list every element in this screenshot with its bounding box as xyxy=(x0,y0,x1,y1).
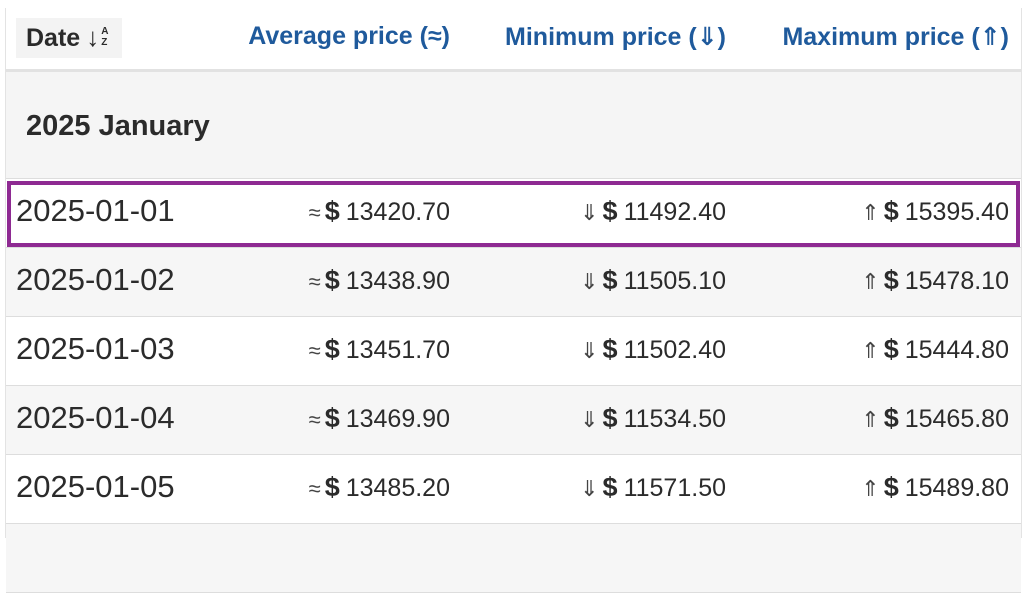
minimum-price-column-header[interactable]: Minimum price (⇓) xyxy=(505,23,726,51)
double-arrow-down-icon: ⇓ xyxy=(580,338,599,363)
row-minimum-price: ⇓ $11502.40 xyxy=(580,334,726,365)
double-arrow-down-icon: ⇓ xyxy=(580,269,599,294)
maximum-price-value: 15395.40 xyxy=(904,198,1009,226)
double-arrow-down-icon: ⇓ xyxy=(580,407,599,432)
month-group-row: 2025 January xyxy=(6,72,1021,179)
double-arrow-down-icon: ⇓ xyxy=(580,476,599,501)
currency-symbol: $ xyxy=(883,334,899,364)
currency-symbol: $ xyxy=(602,334,618,364)
row-average-price: ≈ $13469.90 xyxy=(309,403,450,434)
table-header-row: Date ↓ A Z Average price (≈) Minimum price … xyxy=(6,8,1021,72)
currency-symbol: $ xyxy=(324,196,340,226)
minimum-price-value: 11571.50 xyxy=(623,474,726,502)
row-minimum-price: ⇓ $11505.10 xyxy=(580,265,726,296)
minimum-price-value: 11534.50 xyxy=(623,405,726,433)
month-title: 2025 January xyxy=(26,110,210,142)
row-average-price: ≈ $13420.70 xyxy=(309,196,450,227)
row-date: 2025-01-04 xyxy=(16,400,175,435)
table-row-partial xyxy=(6,524,1021,593)
average-price-value: 13469.90 xyxy=(345,405,450,433)
currency-symbol: $ xyxy=(883,265,899,295)
double-arrow-up-icon: ⇑ xyxy=(861,269,880,294)
table-row: 2025-01-02 ≈ $13438.90 ⇓ $11505.10 ⇑ $15478… xyxy=(6,248,1021,317)
row-average-price: ≈ $13485.20 xyxy=(309,472,450,503)
table-row: 2025-01-01 ≈ $13420.70 ⇓ $11492.40 ⇑ $15395… xyxy=(6,179,1021,248)
sort-alpha-down-icon[interactable]: ↓ A Z xyxy=(86,22,109,53)
minimum-price-value: 11505.10 xyxy=(623,267,726,295)
row-date: 2025-01-05 xyxy=(16,469,175,504)
row-maximum-price: ⇑ $15465.80 xyxy=(861,403,1009,434)
approx-icon: ≈ xyxy=(308,407,321,432)
double-arrow-up-icon: ⇑ xyxy=(861,338,880,363)
maximum-price-value: 15489.80 xyxy=(904,474,1009,502)
currency-symbol: $ xyxy=(602,196,618,226)
row-date: 2025-01-01 xyxy=(16,193,175,228)
currency-symbol: $ xyxy=(324,403,340,433)
minimum-price-value: 11502.40 xyxy=(623,336,726,364)
average-price-value: 13451.70 xyxy=(345,336,450,364)
currency-symbol: $ xyxy=(602,265,618,295)
table-row: 2025-01-03 ≈ $13451.70 ⇓ $11502.40 ⇑ $15444… xyxy=(6,317,1021,386)
maximum-price-value: 15465.80 xyxy=(904,405,1009,433)
currency-symbol: $ xyxy=(324,265,340,295)
average-price-value: 13485.20 xyxy=(345,474,450,502)
approx-icon: ≈ xyxy=(308,269,321,294)
double-arrow-down-icon: ⇓ xyxy=(580,200,599,225)
approx-icon: ≈ xyxy=(308,476,321,501)
currency-symbol: $ xyxy=(883,196,899,226)
double-arrow-up-icon: ⇑ xyxy=(861,407,880,432)
currency-symbol: $ xyxy=(602,472,618,502)
row-minimum-price: ⇓ $11571.50 xyxy=(580,472,726,503)
approx-icon: ≈ xyxy=(308,338,321,363)
minimum-price-value: 11492.40 xyxy=(623,198,726,226)
row-maximum-price: ⇑ $15395.40 xyxy=(861,196,1009,227)
maximum-price-value: 15478.10 xyxy=(904,267,1009,295)
sort-letter-top: A xyxy=(101,26,109,38)
maximum-price-value: 15444.80 xyxy=(904,336,1009,364)
average-price-value: 13420.70 xyxy=(345,198,450,226)
price-table: Date ↓ A Z Average price (≈) Minimum price … xyxy=(5,8,1022,593)
average-price-value: 13438.90 xyxy=(345,267,450,295)
sort-letter-bottom: Z xyxy=(101,37,108,49)
approx-icon: ≈ xyxy=(308,200,321,225)
date-header-label: Date xyxy=(26,24,81,52)
currency-symbol: $ xyxy=(883,403,899,433)
date-column-header[interactable]: Date ↓ A Z xyxy=(16,18,123,58)
double-arrow-up-icon: ⇑ xyxy=(861,476,880,501)
table-row: 2025-01-05 ≈ $13485.20 ⇓ $11571.50 ⇑ $15489… xyxy=(6,455,1021,524)
row-minimum-price: ⇓ $11534.50 xyxy=(580,403,726,434)
currency-symbol: $ xyxy=(324,334,340,364)
currency-symbol: $ xyxy=(324,472,340,502)
row-date: 2025-01-03 xyxy=(16,331,175,366)
double-arrow-up-icon: ⇑ xyxy=(861,200,880,225)
row-maximum-price: ⇑ $15489.80 xyxy=(861,472,1009,503)
currency-symbol: $ xyxy=(883,472,899,502)
row-average-price: ≈ $13438.90 xyxy=(309,265,450,296)
currency-symbol: $ xyxy=(602,403,618,433)
row-maximum-price: ⇑ $15444.80 xyxy=(861,334,1009,365)
row-maximum-price: ⇑ $15478.10 xyxy=(861,265,1009,296)
row-minimum-price: ⇓ $11492.40 xyxy=(580,196,726,227)
maximum-price-column-header[interactable]: Maximum price (⇑) xyxy=(782,23,1009,51)
average-price-column-header[interactable]: Average price (≈) xyxy=(248,22,450,50)
row-average-price: ≈ $13451.70 xyxy=(309,334,450,365)
row-date: 2025-01-02 xyxy=(16,262,175,297)
table-row: 2025-01-04 ≈ $13469.90 ⇓ $11534.50 ⇑ $15465… xyxy=(6,386,1021,455)
